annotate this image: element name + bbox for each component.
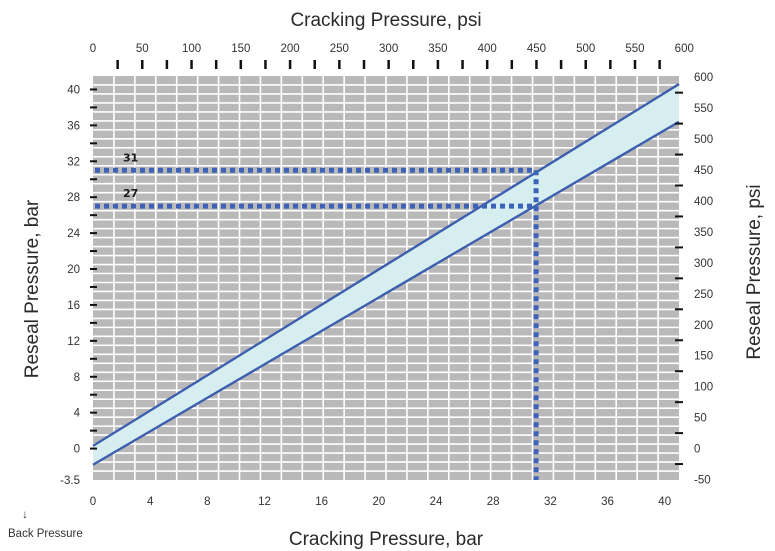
tolerance-band: [93, 84, 679, 465]
x-tick-label: 36: [601, 496, 614, 508]
x-top-tick-label: 250: [330, 43, 349, 55]
y2-tick-label: 550: [694, 103, 713, 115]
y-tick-label: 20: [67, 264, 80, 276]
x-tick-label: 0: [90, 496, 96, 508]
y-tick-label: 0: [74, 444, 80, 456]
y-tick-label: 16: [67, 300, 80, 312]
x-top-tick-label: 500: [576, 43, 595, 55]
ref-label-31: 31: [123, 151, 138, 164]
y2-tick-label: 0: [694, 444, 700, 456]
x-top-tick-label: 400: [478, 43, 497, 55]
x-tick-label: 40: [658, 496, 671, 508]
x-top-tick-label: 300: [379, 43, 398, 55]
x-top-tick-label: 0: [90, 43, 96, 55]
back-pressure-label: Back Pressure: [8, 528, 83, 540]
x-axis-label: Cracking Pressure, bar: [289, 529, 484, 550]
series-line-2: [92, 120, 680, 466]
y2-tick-label: 400: [694, 196, 713, 208]
y2-tick-label: 500: [694, 134, 713, 146]
x-top-tick-label: 150: [231, 43, 250, 55]
y2-tick-label: 200: [694, 320, 713, 332]
y-tick-label: 28: [67, 192, 80, 204]
y2-tick-label: 450: [694, 165, 713, 177]
series-line-1: [92, 83, 680, 447]
x-tick-label: 4: [147, 496, 154, 508]
y-tick-label: 24: [67, 228, 80, 240]
ref-label-27: 27: [123, 187, 138, 200]
x-tick-label: 20: [372, 496, 385, 508]
x-tick-label: 24: [430, 496, 443, 508]
y-tick-label: 36: [67, 120, 80, 132]
y-axis-label: Reseal Pressure, bar: [22, 199, 43, 378]
y2-tick-label: 350: [694, 227, 713, 239]
y2-tick-label: 150: [694, 351, 713, 363]
y-tick-label: 40: [67, 84, 80, 96]
y-tick-label: 12: [67, 336, 80, 348]
y2-tick-label: 250: [694, 289, 713, 301]
x-top-tick-label: 550: [625, 43, 644, 55]
chart-title: Cracking Pressure, psi: [290, 10, 481, 31]
x-top-tick-label: 200: [280, 43, 299, 55]
y2-axis-label: Reseal Pressure, psi: [744, 184, 765, 359]
y2-tick-label: 100: [694, 382, 713, 394]
y2-tick-label: -50: [694, 475, 711, 487]
y2-tick-label: 300: [694, 258, 713, 270]
back-pressure-arrow: ↓: [22, 509, 28, 521]
x-top-tick-label: 600: [675, 43, 694, 55]
x-top-tick-label: 50: [136, 43, 149, 55]
y-tick-label: 32: [67, 156, 80, 168]
plot-area: 31 27 0 4 8 12 16 20 24 28 32 36 40 -3.5 0 4 8 12 16 20 24 28…: [60, 43, 713, 508]
x-tick-label: 28: [487, 496, 500, 508]
y-tick-label: 4: [74, 408, 81, 420]
x-tick-label: 12: [258, 496, 271, 508]
y-tick-label: 8: [74, 372, 80, 384]
x-tick-label: 8: [204, 496, 210, 508]
y-tick-label: -3.5: [60, 475, 80, 487]
x-tick-label: 16: [315, 496, 328, 508]
y2-tick-label: 50: [694, 413, 707, 425]
x-top-tick-label: 350: [428, 43, 447, 55]
y2-tick-label: 600: [694, 72, 713, 84]
x-top-tick-label: 100: [182, 43, 201, 55]
x-top-tick-label: 450: [527, 43, 546, 55]
x-tick-label: 32: [544, 496, 557, 508]
